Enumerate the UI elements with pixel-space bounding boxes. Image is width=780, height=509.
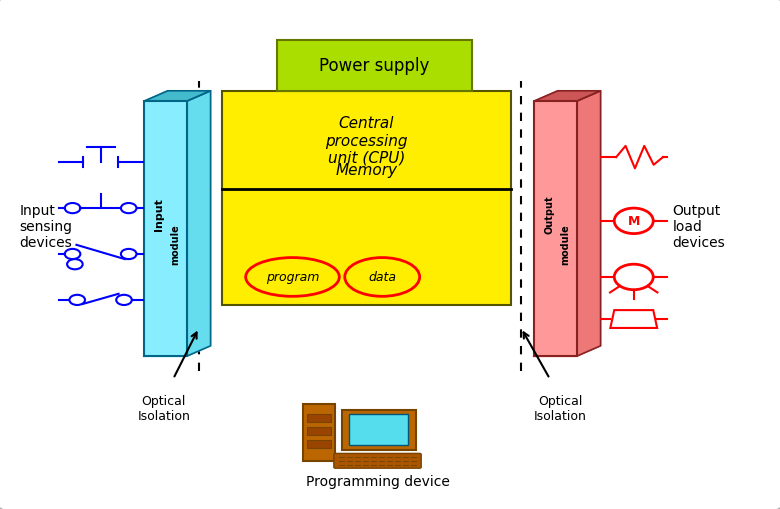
FancyBboxPatch shape (307, 427, 331, 435)
Polygon shape (534, 102, 577, 356)
Text: Power supply: Power supply (319, 57, 430, 75)
Text: Input: Input (154, 197, 165, 230)
Polygon shape (144, 92, 211, 102)
Polygon shape (187, 92, 211, 356)
Text: Input
sensing
devices: Input sensing devices (20, 204, 73, 249)
FancyBboxPatch shape (303, 405, 335, 461)
Text: module: module (561, 224, 571, 265)
Text: module: module (171, 224, 181, 265)
Text: Memory: Memory (335, 162, 398, 177)
Text: program: program (266, 271, 319, 284)
Text: Optical
Isolation: Optical Isolation (534, 394, 587, 422)
Text: Central
processing
unit (CPU): Central processing unit (CPU) (325, 116, 408, 165)
Text: Output: Output (544, 194, 555, 233)
FancyBboxPatch shape (342, 410, 416, 450)
Text: M: M (628, 215, 640, 228)
Polygon shape (577, 92, 601, 356)
FancyBboxPatch shape (307, 440, 331, 448)
Ellipse shape (246, 258, 339, 297)
FancyBboxPatch shape (349, 414, 408, 445)
FancyBboxPatch shape (307, 414, 331, 422)
Text: data: data (368, 271, 396, 284)
FancyBboxPatch shape (222, 92, 511, 305)
FancyBboxPatch shape (334, 454, 421, 468)
FancyBboxPatch shape (277, 41, 472, 92)
Ellipse shape (345, 258, 420, 297)
Text: Optical
Isolation: Optical Isolation (137, 394, 190, 422)
Text: Output
load
devices: Output load devices (672, 204, 725, 249)
Polygon shape (534, 92, 601, 102)
Polygon shape (144, 102, 187, 356)
Text: Programming device: Programming device (307, 474, 450, 488)
